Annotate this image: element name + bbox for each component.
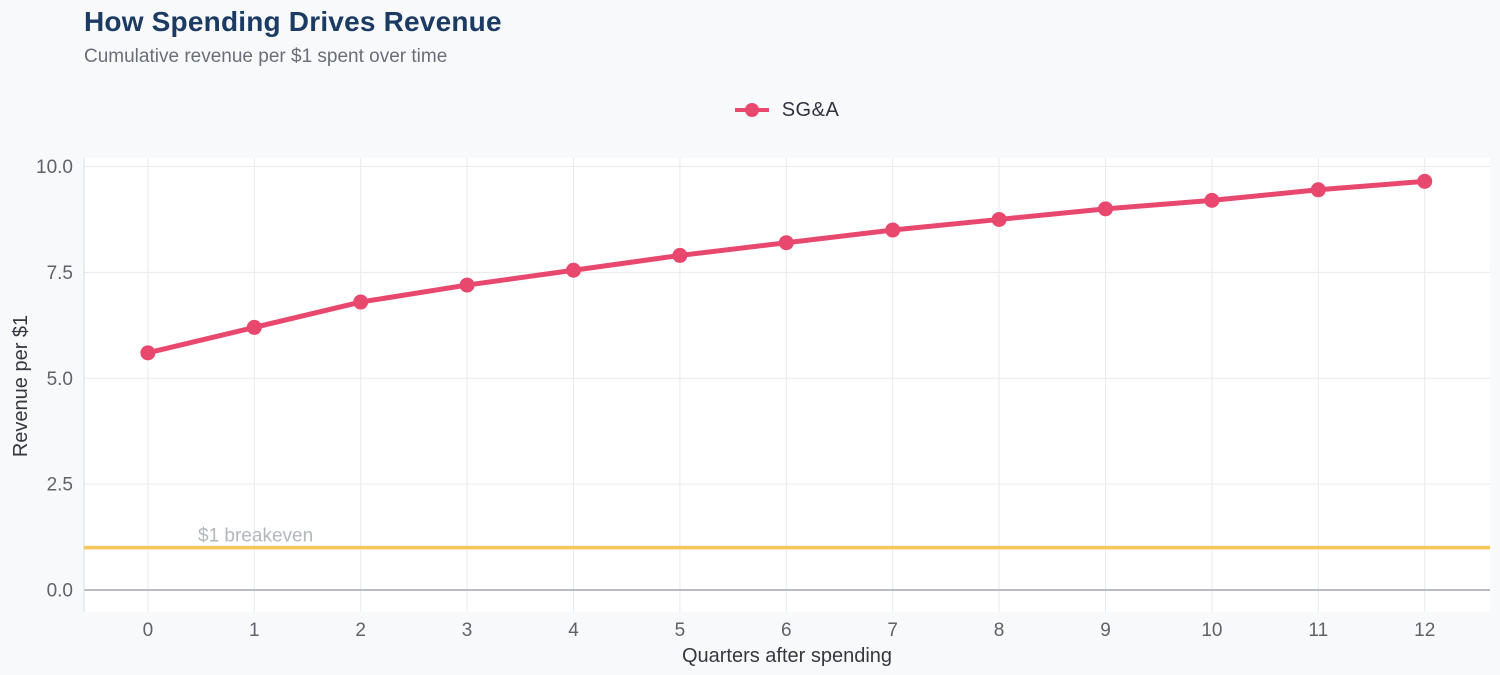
x-tick-label: 8 <box>994 620 1005 641</box>
y-axis-label: Revenue per $1 <box>10 315 32 457</box>
page-subtitle: Cumulative revenue per $1 spent over tim… <box>84 46 448 67</box>
y-tick-label: 7.5 <box>47 263 73 284</box>
data-point <box>1204 192 1220 208</box>
x-tick-label: 1 <box>249 620 260 641</box>
x-tick-label: 5 <box>675 620 686 641</box>
data-point <box>1098 201 1113 217</box>
data-point <box>1310 182 1326 198</box>
x-tick-label: 12 <box>1414 620 1435 641</box>
data-point <box>246 319 262 335</box>
y-tick-label: 5.0 <box>47 369 73 390</box>
data-point <box>885 222 901 238</box>
horizontal-gridlines <box>84 166 1490 591</box>
x-tick-label: 3 <box>462 620 473 641</box>
breakeven-label: $1 breakeven <box>198 526 313 547</box>
x-tick-label: 10 <box>1201 620 1222 641</box>
x-tick-label: 2 <box>355 620 366 641</box>
x-tick-label: 0 <box>143 620 154 641</box>
legend-item-sga[interactable]: SG&A <box>734 98 840 122</box>
vertical-gridlines <box>147 158 1426 612</box>
legend-marker-icon <box>734 103 769 117</box>
y-tick-label: 10.0 <box>36 157 73 178</box>
legend-label: SG&A <box>781 98 840 121</box>
x-tick-label: 9 <box>1100 620 1111 641</box>
y-tick-label: 2.5 <box>47 475 73 496</box>
y-tick-labels: 0.0 2.5 5.0 7.5 10.0 <box>36 157 73 602</box>
x-axis-label: Quarters after spending <box>682 645 892 667</box>
x-tick-label: 6 <box>781 620 792 641</box>
data-point <box>672 247 688 263</box>
plot-area <box>84 158 1490 612</box>
legend: SG&A <box>84 97 1490 123</box>
y-tick-label: 0.0 <box>47 581 73 602</box>
data-point <box>140 345 156 361</box>
data-point <box>1417 173 1433 189</box>
data-point <box>991 211 1007 227</box>
data-point <box>566 262 581 278</box>
x-tick-label: 7 <box>887 620 898 641</box>
x-tick-labels: 0 1 2 3 4 5 6 7 8 9 10 11 12 <box>143 620 1436 641</box>
x-tick-label: 4 <box>568 620 579 641</box>
data-point <box>459 277 475 293</box>
page-title: How Spending Drives Revenue <box>84 6 502 37</box>
sga-series-points <box>140 173 1433 361</box>
data-point <box>353 294 369 310</box>
data-point <box>778 235 794 251</box>
x-tick-label: 11 <box>1308 620 1328 641</box>
